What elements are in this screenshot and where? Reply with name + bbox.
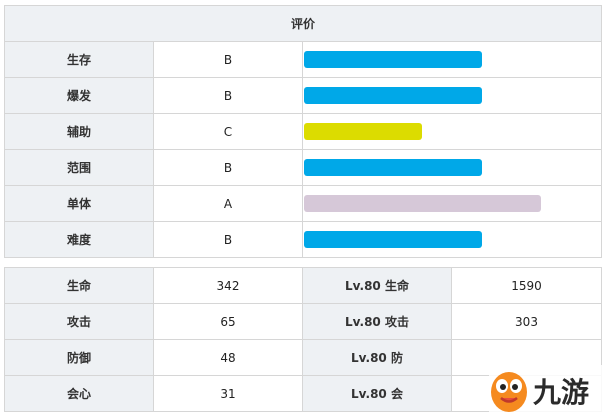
stat-label: 攻击 [4,303,154,340]
stat-value: 48 [153,339,303,376]
rating-bar [304,123,422,140]
rating-label: 生存 [4,41,154,78]
stats-row: 会心 31 Lv.80 会 [4,375,602,412]
stat-lv-value: 1590 [451,267,602,304]
watermark-text: 九游 [533,376,589,409]
stat-lv-label: Lv.80 攻击 [302,303,452,340]
stats-row: 防御 48 Lv.80 防 [4,339,602,376]
rating-label: 单体 [4,185,154,222]
stats-row: 生命 342 Lv.80 生命 1590 [4,267,602,304]
rating-bar-cell [301,149,603,186]
stat-value: 31 [153,375,303,412]
rating-row: 辅助 C [4,113,603,150]
rating-row: 范围 B [4,149,603,186]
watermark-logo: 九游 [489,365,607,415]
stat-lv-label: Lv.80 防 [302,339,452,376]
rating-row: 爆发 B [4,77,603,114]
stat-value: 65 [153,303,303,340]
rating-grade: C [153,113,303,150]
rating-bar [304,159,482,176]
stat-lv-label: Lv.80 会 [302,375,452,412]
rating-bar [304,51,482,68]
rating-bar-cell [301,113,603,150]
rating-grade: B [153,149,303,186]
rating-table: 评价 生存 B 爆发 B 辅助 C 范围 B 单体 A 难度 B [3,5,603,258]
smiley-face-icon [491,372,527,412]
rating-bar-cell [301,41,603,78]
rating-row: 难度 B [4,221,603,258]
stat-value: 342 [153,267,303,304]
rating-bar [304,195,541,212]
rating-title: 评价 [3,5,603,42]
rating-bar-cell [301,221,603,258]
stat-lv-label: Lv.80 生命 [302,267,452,304]
rating-bar [304,231,482,248]
rating-grade: B [153,77,303,114]
rating-grade: B [153,41,303,78]
rating-row: 生存 B [4,41,603,78]
rating-bar [304,87,482,104]
stat-label: 防御 [4,339,154,376]
stat-label: 会心 [4,375,154,412]
rating-grade: A [153,185,303,222]
stats-table: 生命 342 Lv.80 生命 1590 攻击 65 Lv.80 攻击 303 … [4,267,602,412]
stat-label: 生命 [4,267,154,304]
rating-row: 单体 A [4,185,603,222]
rating-bar-cell [301,185,603,222]
rating-label: 爆发 [4,77,154,114]
rating-bar-cell [301,77,603,114]
stat-lv-value: 303 [451,303,602,340]
rating-grade: B [153,221,303,258]
rating-label: 辅助 [4,113,154,150]
rating-label: 难度 [4,221,154,258]
rating-label: 范围 [4,149,154,186]
stats-row: 攻击 65 Lv.80 攻击 303 [4,303,602,340]
